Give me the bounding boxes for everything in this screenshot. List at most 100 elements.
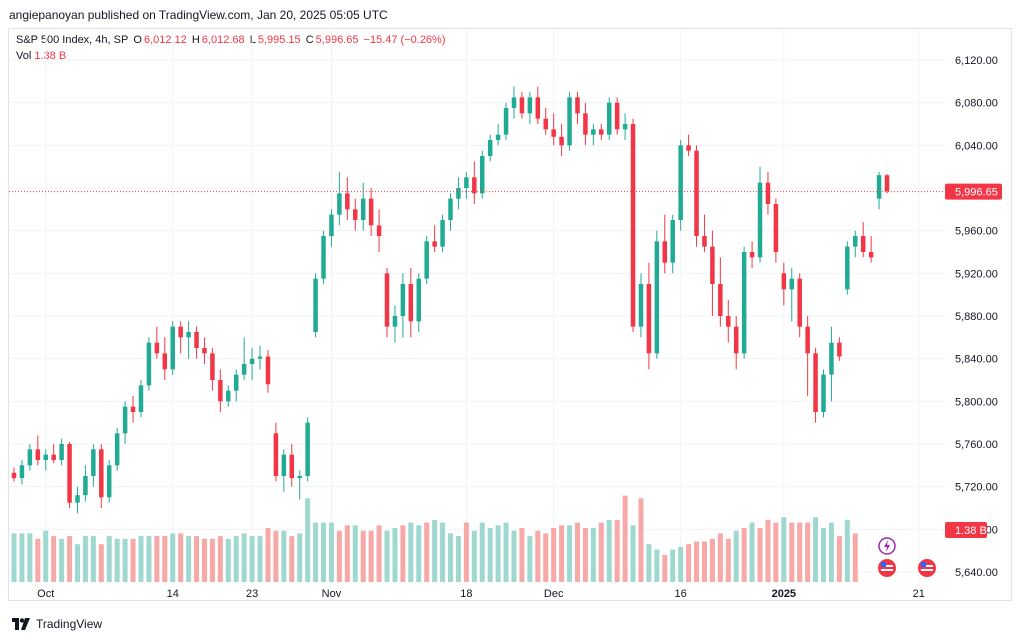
candle-body[interactable]	[829, 342, 834, 375]
candle-body[interactable]	[622, 124, 628, 130]
candle-body[interactable]	[384, 273, 390, 327]
symbol-label[interactable]: S&P 500 Index, 4h, SP	[16, 34, 129, 46]
candle-body[interactable]	[630, 124, 636, 327]
candle-body[interactable]	[487, 140, 493, 156]
candle-body[interactable]	[130, 406, 136, 412]
candle-body[interactable]	[432, 241, 437, 247]
candle-body[interactable]	[543, 118, 548, 130]
candle-body[interactable]	[583, 113, 588, 135]
candle-body[interactable]	[249, 358, 255, 364]
candle-body[interactable]	[162, 353, 168, 370]
candle-body[interactable]	[257, 356, 263, 359]
candle-body[interactable]	[789, 278, 795, 290]
candle-body[interactable]	[59, 444, 64, 460]
candle-body[interactable]	[273, 433, 279, 476]
candle-body[interactable]	[43, 454, 48, 460]
candle-body[interactable]	[170, 326, 175, 370]
candle-body[interactable]	[853, 236, 858, 247]
candle-body[interactable]	[726, 316, 731, 327]
candle-body[interactable]	[773, 204, 779, 252]
candle-body[interactable]	[186, 332, 191, 338]
candle-body[interactable]	[138, 385, 144, 412]
candle-body[interactable]	[376, 225, 382, 236]
candle-body[interactable]	[122, 406, 128, 434]
candle-body[interactable]	[638, 284, 644, 327]
candle-body[interactable]	[860, 236, 866, 252]
candle-body[interactable]	[91, 449, 96, 476]
candle-body[interactable]	[654, 241, 660, 354]
candle-body[interactable]	[11, 472, 17, 479]
candle-body[interactable]	[646, 284, 652, 354]
candle-body[interactable]	[757, 182, 763, 258]
candle-body[interactable]	[686, 145, 691, 151]
candle-body[interactable]	[718, 284, 723, 316]
candle-body[interactable]	[733, 326, 739, 354]
candle-body[interactable]	[392, 316, 398, 327]
candle-body[interactable]	[678, 145, 683, 220]
candle-body[interactable]	[305, 422, 310, 476]
candle-body[interactable]	[194, 332, 199, 348]
candle-body[interactable]	[202, 348, 207, 354]
candle-body[interactable]	[146, 342, 152, 386]
candle-body[interactable]	[321, 236, 326, 279]
candle-body[interactable]	[51, 454, 56, 460]
candle-body[interactable]	[35, 449, 41, 460]
candle-body[interactable]	[83, 476, 88, 496]
candle-body[interactable]	[360, 198, 366, 220]
candle-body[interactable]	[694, 150, 699, 236]
candle-body[interactable]	[464, 177, 469, 188]
candle-body[interactable]	[99, 449, 104, 498]
candle-body[interactable]	[575, 97, 580, 114]
candle-body[interactable]	[868, 252, 874, 258]
candle-body[interactable]	[479, 156, 485, 194]
candle-body[interactable]	[805, 326, 810, 354]
us-flag-event-icon[interactable]	[878, 559, 896, 577]
tradingview-logo[interactable]: TradingView	[12, 617, 102, 631]
candle-body[interactable]	[114, 433, 120, 466]
candle-body[interactable]	[662, 241, 668, 263]
candle-body[interactable]	[353, 209, 358, 220]
candle-body[interactable]	[289, 454, 295, 479]
candle-body[interactable]	[876, 175, 882, 199]
candle-body[interactable]	[591, 129, 596, 135]
candle-body[interactable]	[448, 198, 453, 220]
candle-body[interactable]	[329, 214, 334, 236]
candle-body[interactable]	[440, 220, 445, 247]
candle-body[interactable]	[535, 97, 541, 119]
candle-body[interactable]	[797, 278, 802, 327]
candle-body[interactable]	[503, 108, 509, 135]
candle-body[interactable]	[741, 252, 747, 354]
candle-body[interactable]	[75, 495, 80, 503]
candle-body[interactable]	[154, 342, 160, 354]
candle-body[interactable]	[27, 449, 33, 466]
candle-body[interactable]	[567, 97, 572, 146]
candle-body[interactable]	[559, 136, 564, 146]
candle-body[interactable]	[710, 246, 715, 284]
candle-body[interactable]	[106, 465, 112, 498]
candle-body[interactable]	[551, 129, 556, 137]
candle-body[interactable]	[400, 284, 406, 316]
candle-body[interactable]	[813, 353, 818, 412]
candle-body[interactable]	[599, 129, 604, 135]
candle-body[interactable]	[416, 278, 422, 322]
candle-body[interactable]	[265, 356, 271, 385]
candle-body[interactable]	[670, 220, 675, 263]
candle-body[interactable]	[781, 273, 787, 290]
candle-body[interactable]	[519, 97, 525, 114]
candle-body[interactable]	[821, 374, 826, 412]
candle-body[interactable]	[67, 444, 72, 503]
candle-body[interactable]	[345, 193, 350, 210]
candle-body[interactable]	[845, 246, 850, 290]
candle-body[interactable]	[472, 177, 477, 194]
us-flag-event-icon[interactable]	[918, 559, 936, 577]
candle-body[interactable]	[837, 342, 842, 357]
candle-body[interactable]	[408, 284, 414, 322]
candle-body[interactable]	[281, 454, 287, 476]
candle-body[interactable]	[495, 134, 501, 140]
candle-body[interactable]	[241, 364, 247, 375]
candle-body[interactable]	[884, 175, 890, 192]
candle-body[interactable]	[178, 326, 183, 338]
candle-body[interactable]	[527, 97, 533, 114]
candle-body[interactable]	[606, 102, 612, 135]
